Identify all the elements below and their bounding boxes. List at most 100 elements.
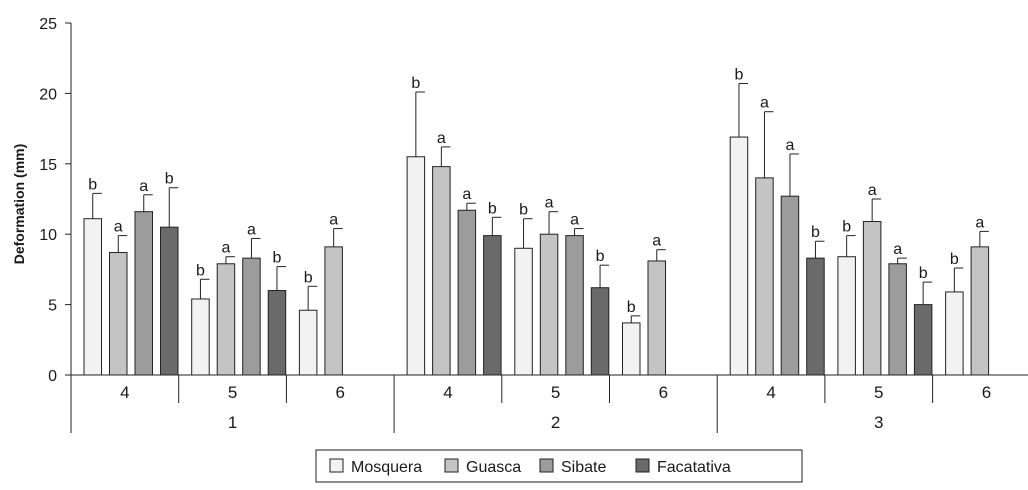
bar-rect [242, 257, 261, 376]
legend-label: Sibate [561, 459, 606, 476]
bar-sibate: a [565, 212, 584, 376]
bar-rect [134, 211, 153, 376]
y-tick-label: 5 [48, 298, 57, 315]
bar-mosquera: b [729, 67, 749, 376]
significance-letter: a [893, 241, 902, 258]
y-tick-label: 20 [39, 86, 57, 103]
significance-letter: a [760, 95, 769, 112]
bar-guasca: a [109, 219, 128, 376]
significance-letter: a [437, 130, 446, 147]
significance-letter: a [868, 182, 877, 199]
subgroup-label: 5 [228, 383, 237, 402]
significance-letter: b [196, 262, 205, 279]
bar-facatativa: b [160, 171, 179, 376]
bar-facatativa: b [590, 248, 610, 376]
bar-rect [913, 304, 933, 376]
legend-item-sibate: Sibate [539, 458, 606, 476]
legend-swatch [329, 458, 344, 473]
bar-rect [267, 290, 287, 376]
subgroup-label: 4 [766, 383, 775, 402]
significance-letter: b [596, 248, 605, 265]
bar-rect [191, 298, 210, 376]
significance-letter: b [272, 250, 281, 267]
legend-item-mosquera: Mosquera [329, 458, 422, 476]
significance-letter: a [545, 195, 554, 212]
bar-rect [862, 221, 882, 376]
bar-guasca: a [755, 95, 774, 376]
bar-guasca: a [970, 214, 990, 376]
bar-guasca: a [324, 212, 343, 376]
bar-rect [590, 287, 610, 376]
significance-letter: a [139, 178, 148, 195]
y-tick-label: 15 [39, 157, 57, 174]
bar-rect [888, 263, 907, 376]
bar-rect [83, 218, 102, 376]
bar-rect [755, 177, 774, 376]
bar-mosquera: b [298, 269, 318, 376]
bar-rect [514, 247, 533, 376]
bar-rect [565, 235, 584, 376]
bar-rect [729, 136, 749, 376]
bar-mosquera: b [406, 75, 426, 376]
bar-rect [406, 156, 426, 376]
subgroup-label: 6 [982, 383, 991, 402]
bar-guasca: a [216, 240, 236, 376]
bar-rect [539, 233, 559, 376]
bar-guasca: a [647, 233, 666, 376]
significance-letter: a [652, 233, 661, 250]
x-axis: 1 4 5 6 2 4 5 6 3 4 5 6 [70, 374, 1028, 433]
bar-sibate: a [242, 221, 261, 376]
bar-rect [622, 322, 641, 376]
significance-letter: b [519, 202, 528, 219]
y-axis-title: Deformation (mm) [11, 144, 27, 265]
subgroup-label: 4 [443, 383, 452, 402]
bar-facatativa: b [267, 250, 287, 376]
significance-letter: a [785, 137, 794, 154]
legend-item-guasca: Guasca [444, 458, 521, 476]
legend-swatch [635, 458, 650, 473]
significance-letter: a [221, 240, 230, 257]
bar-rect [945, 291, 964, 376]
legend-swatch [539, 458, 554, 473]
legend-item-facatativa: Facatativa [635, 458, 731, 476]
bar-mosquera: b [945, 251, 964, 376]
bar-rect [324, 246, 343, 376]
significance-letter: a [247, 221, 256, 238]
y-tick-label: 25 [39, 16, 57, 33]
significance-letter: a [462, 186, 471, 203]
group-label: 3 [874, 413, 883, 432]
bar-sibate: a [780, 137, 800, 376]
legend-label: Facatativa [657, 459, 731, 476]
significance-letter: b [411, 75, 420, 92]
bar-rect [109, 252, 128, 376]
significance-letter: b [627, 299, 636, 316]
bar-rect [780, 195, 800, 376]
significance-letter: a [975, 214, 984, 231]
significance-letter: b [734, 67, 743, 84]
significance-letter: b [811, 224, 820, 241]
significance-letter: a [114, 219, 123, 236]
bar-rect [483, 235, 502, 376]
legend-label: Guasca [466, 459, 521, 476]
subgroup-label: 6 [336, 383, 345, 402]
bar-rect [806, 257, 825, 376]
bar-rect [432, 166, 451, 376]
y-tick-label: 10 [39, 227, 57, 244]
subgroup-label: 5 [551, 383, 560, 402]
group-label: 1 [228, 413, 237, 432]
bar-mosquera: b [83, 176, 102, 376]
bar-sibate: a [457, 186, 477, 376]
significance-letter: a [329, 212, 338, 229]
bar-sibate: a [134, 178, 153, 376]
y-axis: 0 5 10 15 20 25 Deformation (mm) [11, 16, 72, 385]
bar-facatativa: b [913, 265, 933, 376]
bar-guasca: a [862, 182, 882, 376]
bar-rect [837, 256, 856, 376]
bar-guasca: a [432, 130, 451, 376]
bar-sibate: a [888, 241, 907, 376]
bar-rect [298, 309, 318, 376]
legend: Mosquera Guasca Sibate Facatativa [315, 449, 803, 483]
